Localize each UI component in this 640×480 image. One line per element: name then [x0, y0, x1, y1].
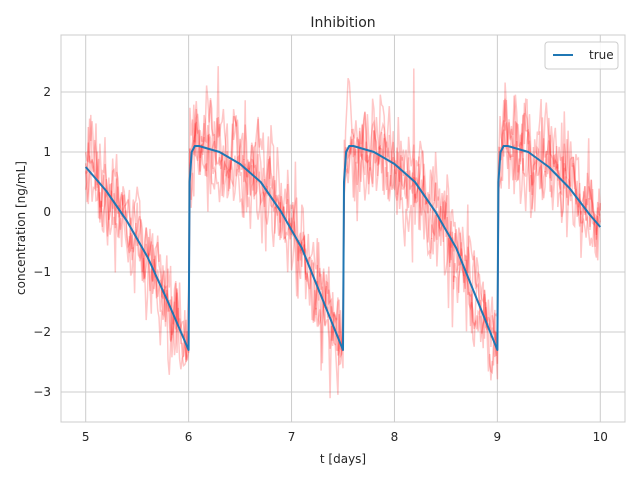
series-line-true	[84, 145, 602, 351]
x-tick-label: 10	[593, 430, 608, 444]
x-tick-label: 5	[82, 430, 90, 444]
y-tick-label: −2	[33, 325, 51, 339]
legend-label-true: true	[589, 48, 614, 62]
y-tick-labels: −3 −2 −1 0 1 2	[33, 85, 51, 399]
y-tick-label: −3	[33, 385, 51, 399]
y-tick-label: 2	[43, 85, 51, 99]
y-tick-label: 1	[43, 145, 51, 159]
chart-title: Inhibition	[310, 15, 375, 31]
x-tick-label: 6	[185, 430, 193, 444]
y-tick-label: −1	[33, 265, 51, 279]
plot-content	[84, 66, 602, 399]
y-axis-label: concentration [ng/mL]	[14, 161, 28, 295]
x-axis-label: t [days]	[320, 452, 366, 466]
x-tick-labels: 5 6 7 8 9 10	[82, 430, 608, 444]
y-tick-label: 0	[43, 205, 51, 219]
legend-box	[544, 41, 619, 70]
series-lines	[84, 145, 602, 351]
x-tick-label: 9	[494, 430, 502, 444]
legend: true	[544, 41, 619, 70]
x-tick-label: 7	[288, 430, 296, 444]
x-tick-label: 8	[391, 430, 399, 444]
